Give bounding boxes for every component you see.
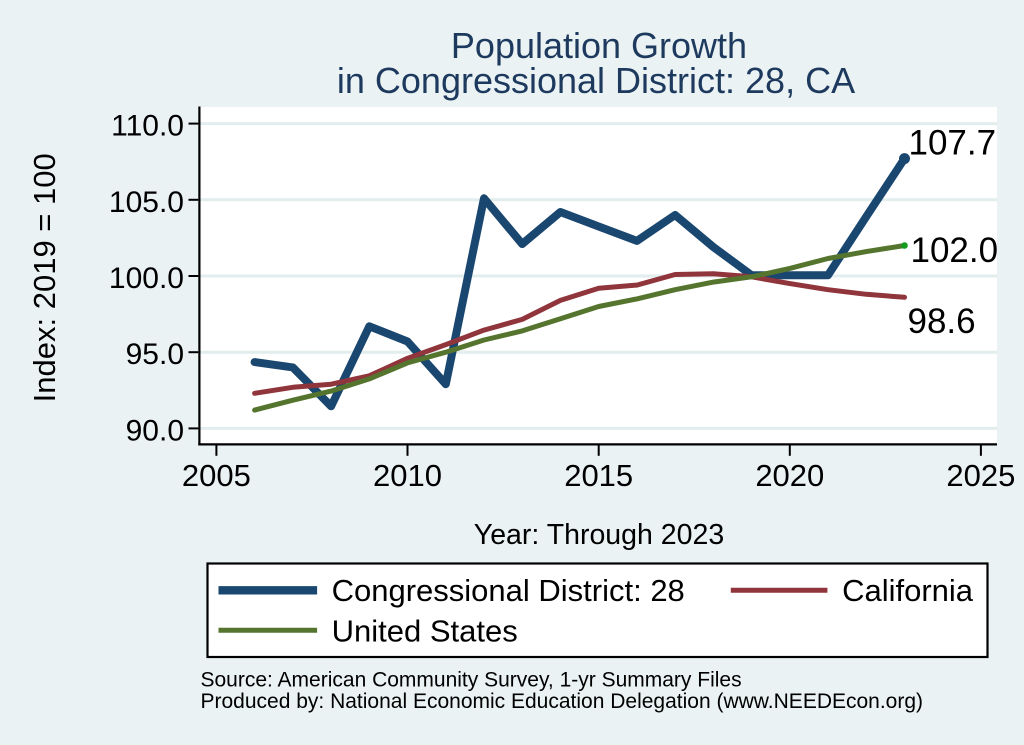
svg-text:2025: 2025 [946,458,1015,493]
svg-text:Congressional District: 28: Congressional District: 28 [332,573,685,608]
svg-text:90.0: 90.0 [126,414,184,447]
svg-text:in Congressional District: 28,: in Congressional District: 28, CA [337,60,855,101]
svg-text:United States: United States [332,613,518,648]
svg-text:100.0: 100.0 [109,262,184,295]
svg-text:Population Growth: Population Growth [451,25,747,66]
svg-text:107.7: 107.7 [909,124,997,163]
svg-text:110.0: 110.0 [111,110,184,143]
svg-text:Year: Through 2023: Year: Through 2023 [474,519,724,551]
svg-text:2010: 2010 [373,458,442,493]
svg-text:2005: 2005 [182,458,251,493]
svg-text:Source: American Community Sur: Source: American Community Survey, 1-yr … [201,669,742,692]
svg-text:Produced by: National Economic: Produced by: National Economic Education… [201,690,924,713]
svg-text:102.0: 102.0 [911,231,999,270]
svg-text:98.6: 98.6 [908,302,976,341]
svg-text:Index: 2019 = 100: Index: 2019 = 100 [27,153,62,402]
svg-text:95.0: 95.0 [126,338,184,371]
svg-text:2020: 2020 [755,458,824,493]
svg-text:105.0: 105.0 [109,186,184,219]
svg-text:California: California [842,573,974,608]
svg-text:2015: 2015 [564,458,633,493]
